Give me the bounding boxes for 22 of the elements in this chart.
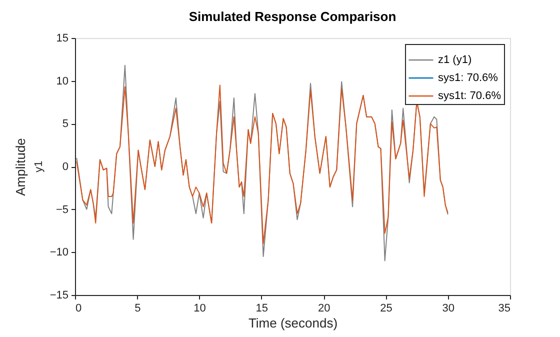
text: y1: [33, 160, 45, 172]
x-tick-label: 15: [256, 302, 268, 314]
y-tick-label: −10: [50, 246, 68, 259]
y-tick-label: 5: [62, 118, 68, 130]
legend-label: z1 (y1): [438, 54, 472, 66]
y-tick-label: 0: [62, 161, 68, 173]
y-axis-title: Amplitude: [12, 138, 28, 196]
y-tick-label: −5: [56, 204, 68, 216]
x-tick-label: 10: [194, 302, 206, 314]
x-tick-label: 5: [134, 302, 141, 314]
y-tick-label: 10: [56, 75, 68, 88]
x-tick-label: 30: [442, 302, 454, 314]
x-axis-title: Time (seconds): [248, 316, 338, 330]
x-tick-label: 20: [318, 302, 330, 314]
x-tick-label: 0: [76, 302, 82, 314]
legend-label: sys1: 70.6%: [438, 72, 498, 84]
legend-label: sys1t: 70.6%: [438, 90, 502, 102]
x-tick-label: 35: [498, 302, 510, 314]
y-tick-label: 15: [56, 32, 68, 44]
y-tick-label: −15: [50, 290, 68, 302]
chart-title: Simulated Response Comparison: [188, 9, 396, 24]
x-tick-label: 25: [380, 302, 392, 314]
